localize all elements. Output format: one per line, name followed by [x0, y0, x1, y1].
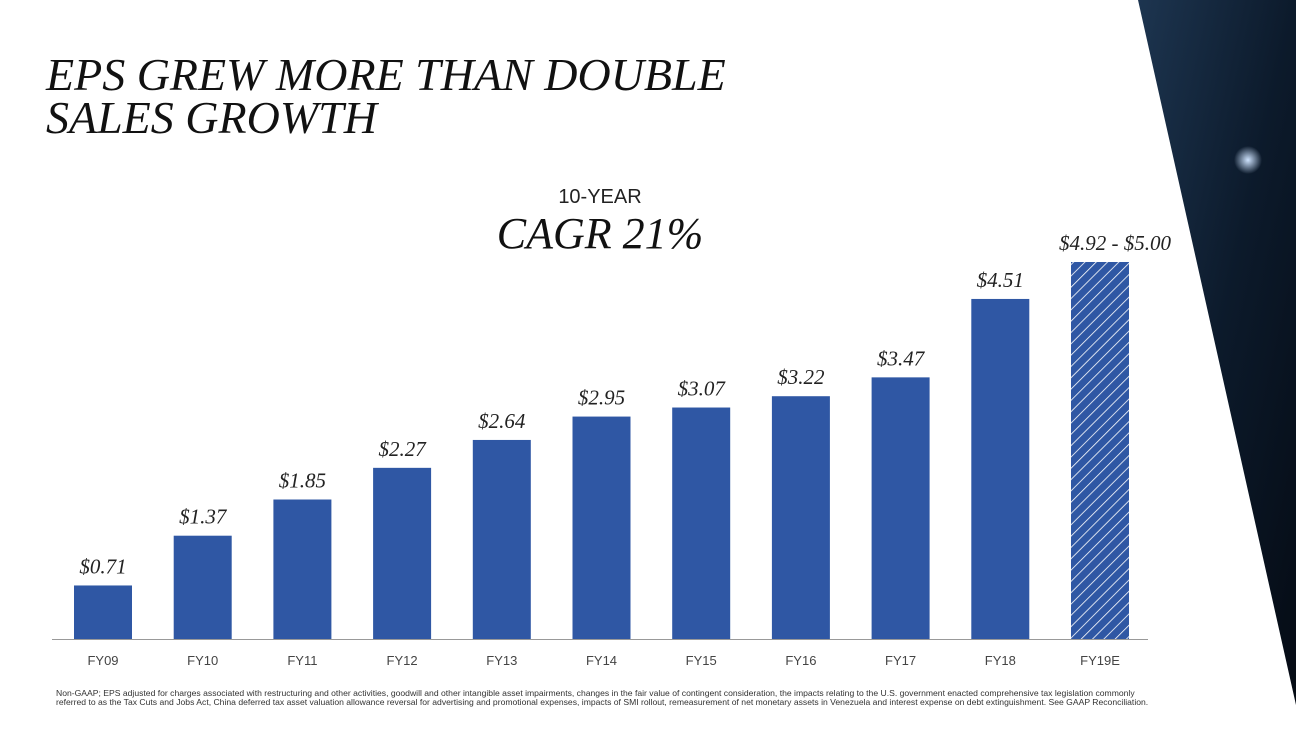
title-line: SALES GROWTH: [46, 92, 380, 143]
x-tick-label: FY09: [87, 653, 118, 668]
value-label: $1.85: [279, 469, 326, 493]
title-line: EPS GREW MORE THAN DOUBLE: [45, 49, 726, 100]
value-label: $3.07: [678, 377, 727, 401]
bar: [273, 499, 332, 639]
footnote: Non-GAAP; EPS adjusted for charges assoc…: [56, 688, 1149, 708]
value-label: $4.51: [977, 268, 1024, 292]
x-tick-label: FY17: [885, 653, 916, 668]
subtitle: 10-YEAR: [558, 186, 641, 208]
value-label: $2.95: [578, 386, 625, 410]
bar: [572, 416, 631, 639]
x-tick-label: FY15: [686, 653, 717, 668]
value-label: $3.22: [777, 365, 825, 389]
value-label: $2.27: [378, 437, 427, 461]
bar: [771, 396, 830, 639]
bar: [971, 298, 1030, 639]
x-tick-label: FY18: [985, 653, 1016, 668]
x-tick-label: FY16: [785, 653, 816, 668]
x-tick-label: FY19E: [1080, 653, 1120, 668]
bar: [871, 377, 930, 639]
value-label: $1.37: [179, 505, 228, 529]
value-label: $2.64: [478, 409, 526, 433]
bar: [1071, 262, 1129, 639]
x-tick-label: FY14: [586, 653, 617, 668]
x-tick-label: FY12: [387, 653, 418, 668]
x-tick-label: FY11: [287, 653, 317, 668]
value-label: $4.92 - $5.00: [1059, 231, 1171, 255]
bar: [373, 467, 432, 639]
bar: [173, 535, 232, 639]
value-label: $3.47: [877, 346, 926, 370]
decor-glow: [1234, 146, 1262, 174]
x-tick-label: FY13: [486, 653, 517, 668]
bar: [74, 585, 132, 639]
bar: [672, 407, 731, 639]
x-tick-label: FY10: [187, 653, 218, 668]
value-label: $0.71: [79, 554, 126, 578]
decor-image: [1138, 0, 1296, 705]
annotation: CAGR 21%: [497, 209, 704, 258]
bar: [472, 439, 531, 639]
